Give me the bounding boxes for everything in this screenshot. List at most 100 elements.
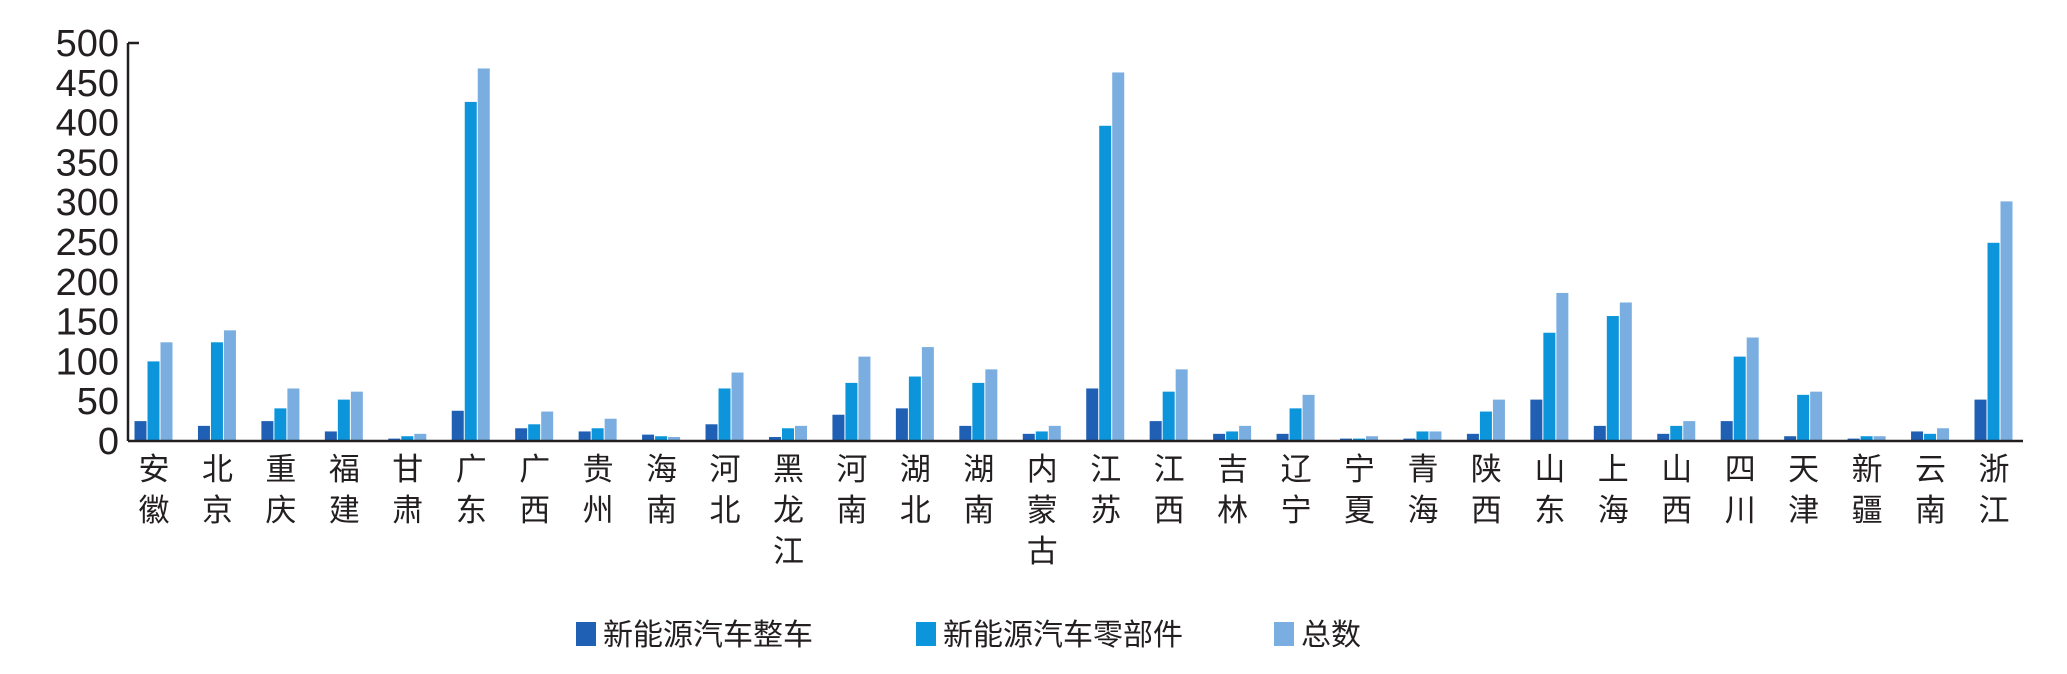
bar-山西-新能源汽车零部件	[1670, 425, 1683, 441]
y-tick-label: 200	[56, 262, 119, 304]
y-tick-label: 300	[56, 182, 119, 224]
legend-swatch-2	[1274, 622, 1294, 646]
x-tick-label: 贵州	[583, 452, 614, 529]
bar-广西-新能源汽车零部件	[528, 424, 541, 441]
x-tick-label: 云南	[1915, 452, 1946, 529]
legend-swatch-1	[916, 622, 936, 646]
bars	[134, 68, 2013, 442]
bar-北京-总数	[223, 330, 236, 441]
bar-贵州-总数	[604, 418, 617, 441]
bar-四川-新能源汽车整车	[1720, 421, 1733, 441]
bar-黑龙江-新能源汽车整车	[768, 437, 781, 441]
bar-浙江-总数	[2000, 201, 2013, 441]
x-tick-label: 青海	[1407, 452, 1438, 529]
bar-河南-总数	[858, 356, 871, 441]
bar-浙江-新能源汽车整车	[1974, 399, 1987, 441]
bar-陕西-总数	[1492, 399, 1505, 441]
x-tick-label: 新疆	[1852, 452, 1883, 529]
bar-新疆-新能源汽车零部件	[1860, 436, 1873, 441]
legend: 新能源汽车整车 新能源汽车零部件 总数	[576, 618, 1361, 653]
bar-甘肃-新能源汽车零部件	[401, 436, 414, 441]
legend-label: 总数	[1301, 618, 1361, 653]
x-tick-label: 福建	[329, 452, 360, 529]
bar-辽宁-总数	[1302, 394, 1315, 441]
bar-内蒙古-新能源汽车整车	[1022, 433, 1035, 441]
bar-甘肃-总数	[414, 433, 427, 441]
x-tick-label: 宁夏	[1344, 452, 1375, 529]
bar-云南-新能源汽车整车	[1911, 431, 1924, 441]
bar-重庆-总数	[287, 388, 300, 441]
y-tick-label: 500	[56, 23, 119, 65]
x-tick-label: 上海	[1598, 452, 1629, 529]
bar-湖南-新能源汽车整车	[959, 425, 972, 441]
bar-重庆-新能源汽车整车	[261, 421, 274, 441]
bar-海南-新能源汽车零部件	[655, 436, 668, 441]
x-tick-label: 山西	[1661, 452, 1692, 529]
bar-广东-新能源汽车整车	[451, 410, 464, 441]
x-tick-label: 天津	[1788, 452, 1819, 529]
bar-福建-新能源汽车零部件	[337, 399, 350, 441]
bar-广东-总数	[477, 68, 490, 442]
bar-黑龙江-总数	[794, 425, 807, 441]
bar-天津-新能源汽车零部件	[1797, 394, 1810, 441]
x-tick-label: 陕西	[1471, 452, 1502, 529]
bar-浙江-新能源汽车零部件	[1987, 242, 2000, 441]
bar-河北-总数	[731, 372, 744, 441]
bar-青海-新能源汽车零部件	[1416, 431, 1429, 441]
bar-河北-新能源汽车整车	[705, 424, 718, 441]
bar-贵州-新能源汽车零部件	[591, 428, 604, 441]
bar-河北-新能源汽车零部件	[718, 388, 731, 441]
bar-吉林-新能源汽车整车	[1213, 433, 1226, 441]
bar-辽宁-新能源汽车零部件	[1289, 408, 1302, 441]
bar-江西-新能源汽车整车	[1149, 421, 1162, 441]
bar-安徽-总数	[160, 342, 173, 441]
bar-福建-新能源汽车整车	[324, 431, 337, 441]
x-tick-label: 四川	[1725, 452, 1756, 529]
bar-湖北-新能源汽车零部件	[908, 376, 921, 441]
y-tick-label: 400	[56, 103, 119, 145]
bar-江苏-新能源汽车整车	[1086, 388, 1099, 441]
bar-天津-总数	[1810, 391, 1823, 441]
bar-四川-总数	[1746, 337, 1759, 441]
bar-山东-总数	[1556, 292, 1569, 441]
y-tick-label: 150	[56, 302, 119, 344]
bar-河南-新能源汽车零部件	[845, 382, 858, 441]
bar-海南-新能源汽车整车	[642, 434, 655, 441]
bar-湖南-新能源汽车零部件	[972, 382, 985, 441]
bar-山东-新能源汽车整车	[1530, 399, 1543, 441]
x-tick-label: 广东	[456, 452, 487, 529]
x-tick-label: 浙江	[1979, 452, 2010, 529]
x-tick-label: 安徽	[139, 452, 170, 529]
bar-广西-新能源汽车整车	[515, 428, 528, 441]
x-tick-label: 湖南	[963, 452, 994, 529]
bar-新疆-总数	[1873, 436, 1886, 441]
x-tick-label: 湖北	[900, 452, 931, 529]
x-tick-label: 山东	[1534, 452, 1565, 529]
bar-贵州-新能源汽车整车	[578, 431, 591, 441]
bar-上海-新能源汽车整车	[1593, 425, 1606, 441]
x-tick-label: 重庆	[265, 452, 296, 529]
bar-黑龙江-新能源汽车零部件	[781, 428, 794, 441]
legend-swatch-0	[576, 622, 596, 646]
bar-四川-新能源汽车零部件	[1733, 356, 1746, 441]
bar-辽宁-新能源汽车整车	[1276, 433, 1289, 441]
x-tick-label: 河北	[710, 452, 741, 529]
bar-广西-总数	[541, 411, 554, 441]
bar-上海-总数	[1619, 302, 1632, 441]
legend-label: 新能源汽车零部件	[943, 618, 1183, 653]
bar-江苏-新能源汽车零部件	[1099, 125, 1112, 441]
bar-安徽-新能源汽车整车	[134, 421, 147, 441]
bar-江西-总数	[1175, 369, 1188, 441]
y-tick-label: 450	[56, 63, 119, 105]
bar-吉林-新能源汽车零部件	[1226, 431, 1239, 441]
bar-北京-新能源汽车零部件	[210, 342, 223, 441]
bar-上海-新能源汽车零部件	[1606, 316, 1619, 441]
bar-云南-总数	[1937, 428, 1950, 441]
bar-宁夏-总数	[1366, 436, 1379, 441]
bar-吉林-总数	[1239, 425, 1252, 441]
legend-label: 新能源汽车整车	[603, 618, 813, 653]
bar-青海-总数	[1429, 431, 1442, 441]
